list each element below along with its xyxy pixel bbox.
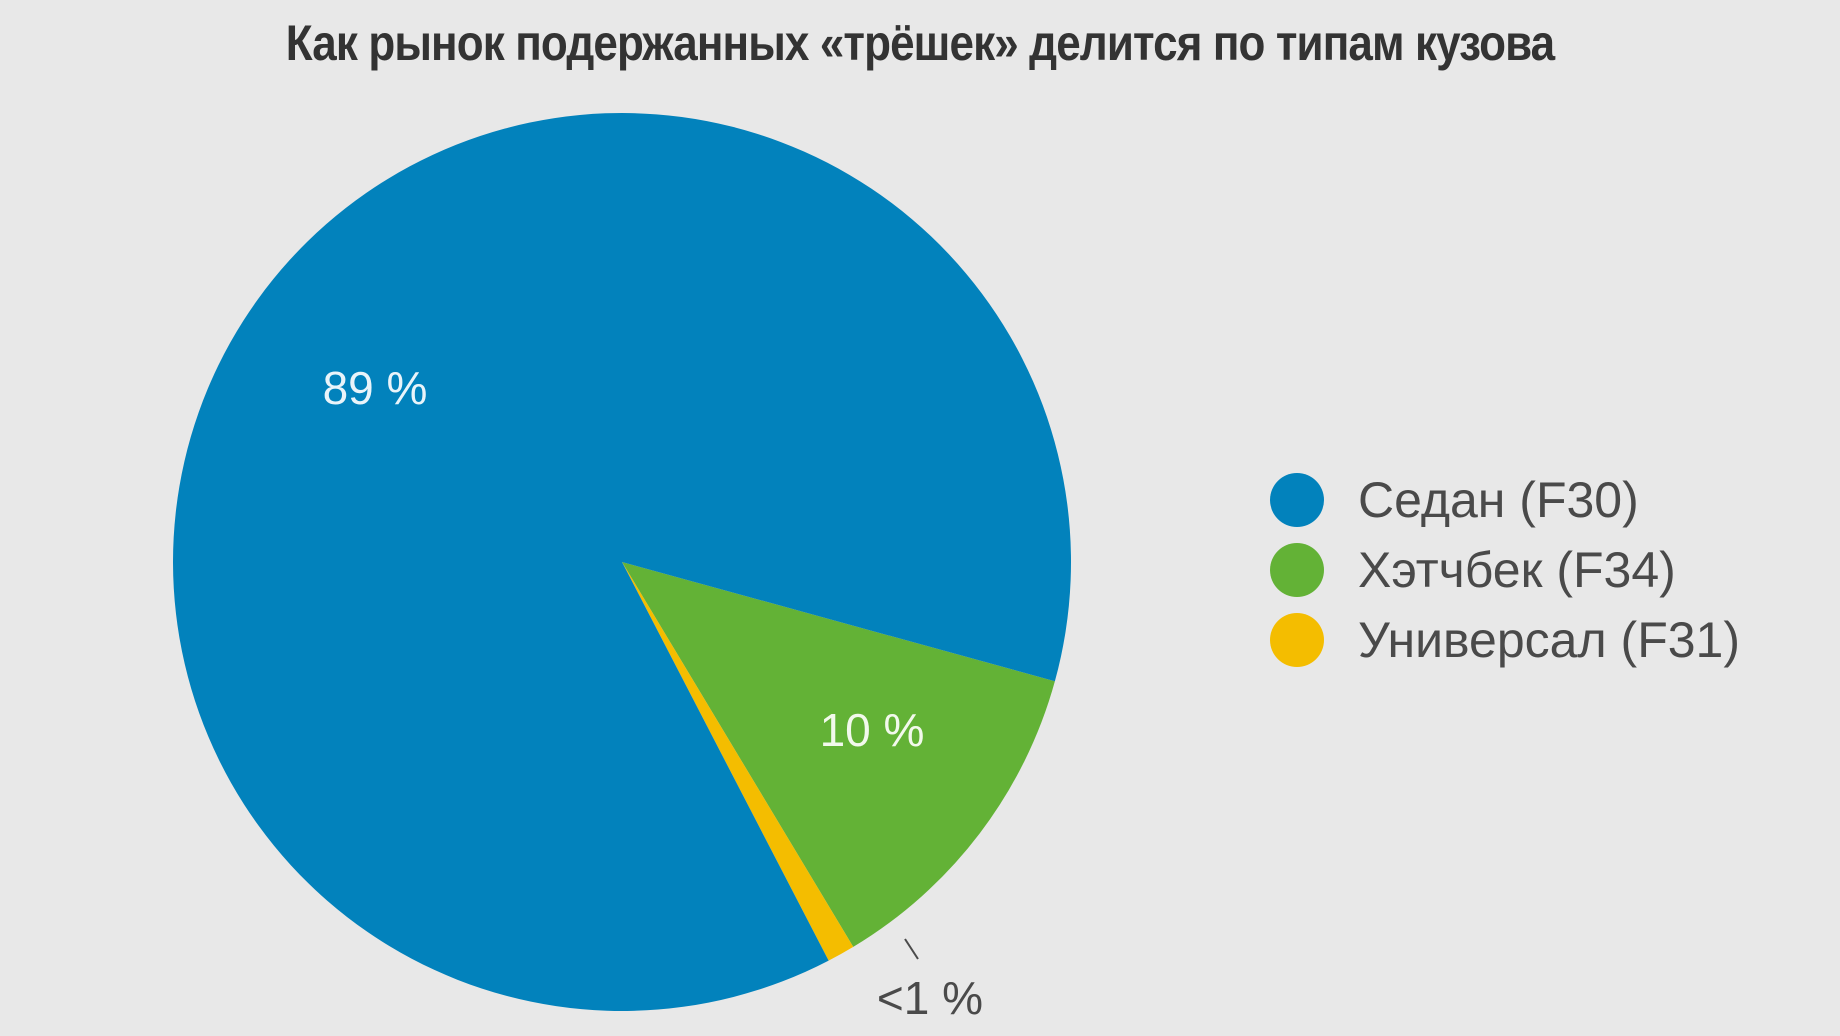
data-label-sedan: 89 % [323,362,428,414]
legend-label-hatchback: Хэтчбек (F34) [1358,542,1676,598]
legend-swatch-hatchback [1270,543,1324,597]
pie-slice-sedan [172,113,1071,1012]
legend-item-hatchback: Хэтчбек (F34) [1270,535,1740,605]
pie-slices [172,113,1071,1012]
legend-swatch-sedan [1270,473,1324,527]
data-label-hatchback: 10 % [820,704,925,756]
legend-item-sedan: Седан (F30) [1270,465,1740,535]
legend-item-wagon: Универсал (F31) [1270,605,1740,675]
legend-swatch-wagon [1270,613,1324,667]
chart-title: Как рынок подержанных «трёшек» делится п… [285,15,1555,71]
pie-data-labels: 89 % 10 % <1 % [323,362,984,1024]
legend: Седан (F30) Хэтчбек (F34) Универсал (F31… [1270,465,1740,675]
leader-line-wagon [904,938,919,960]
pie-slice-wagon [622,562,854,961]
pie-slice-hatchback [622,562,1055,947]
legend-label-wagon: Универсал (F31) [1358,612,1741,668]
legend-label-sedan: Седан (F30) [1358,472,1639,528]
data-label-wagon: <1 % [877,972,983,1024]
